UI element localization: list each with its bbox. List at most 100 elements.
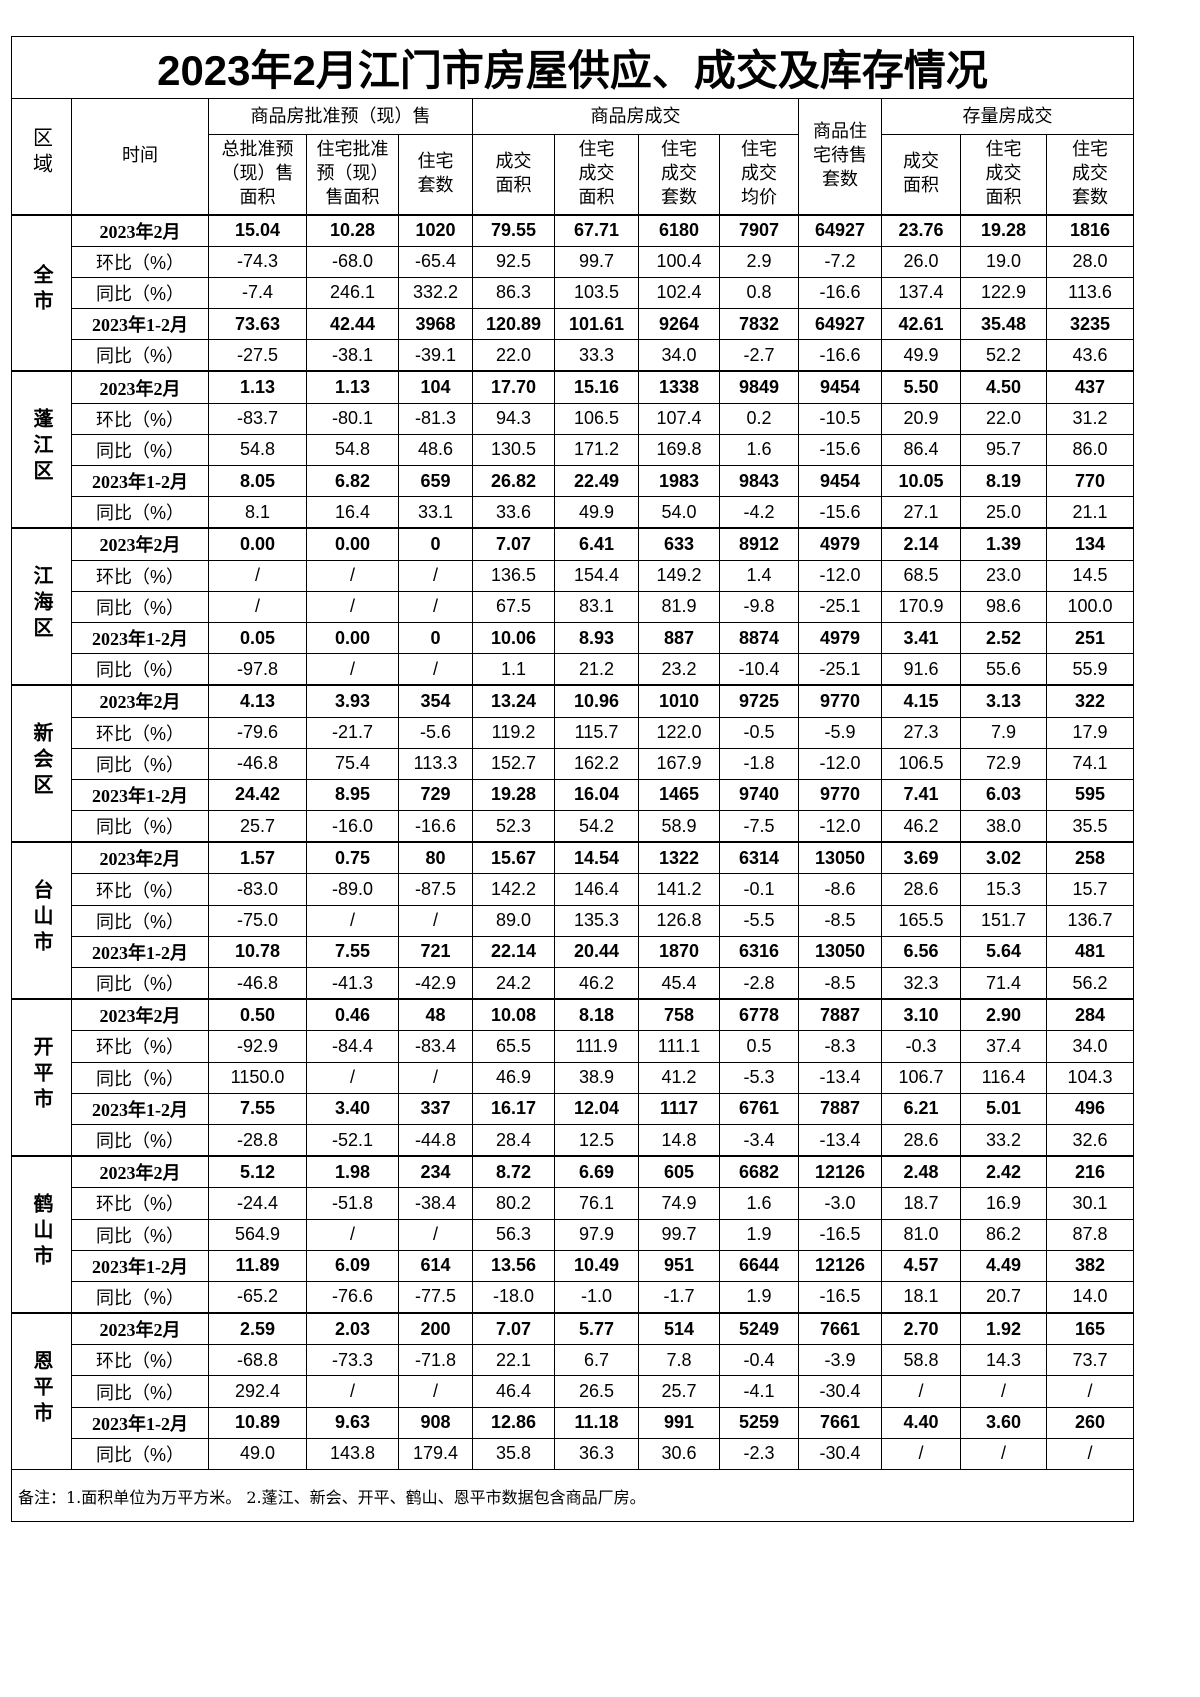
data-cell: 234	[398, 1155, 473, 1189]
data-cell: -12.0	[798, 747, 882, 780]
data-cell: -46.8	[208, 967, 307, 1000]
data-cell: -16.0	[306, 810, 399, 843]
data-cell: 13.56	[472, 1249, 555, 1282]
data-cell: 22.14	[472, 935, 555, 969]
data-cell: 10.28	[306, 213, 399, 247]
data-cell: 104.3	[1046, 1061, 1134, 1094]
region-cell: 江海区	[11, 527, 72, 686]
table-row: 2023年1-2月 10.89 9.63 908 12.86 11.18 991 5259 76…	[12, 1406, 1134, 1439]
data-cell: 9849	[719, 370, 799, 404]
data-cell: 9264	[638, 308, 720, 341]
row-label: 同比（%）	[71, 339, 209, 372]
table-row: 同比（%） -46.8 -41.3 -42.9 24.2 46.2 45.4 -2.8 -8.5…	[12, 967, 1134, 1000]
data-cell: -13.4	[798, 1123, 882, 1157]
data-cell: 3.10	[881, 998, 961, 1032]
data-cell: 322	[1046, 684, 1134, 718]
data-cell: 2.90	[960, 998, 1047, 1032]
data-cell: -41.3	[306, 967, 399, 1000]
data-cell: 111.1	[638, 1030, 720, 1063]
table-row: 同比（%） 54.8 54.8 48.6 130.5 171.2 169.8 1.6 -15.6…	[12, 433, 1134, 467]
data-cell: -9.8	[719, 590, 799, 623]
housing-report-table: 2023年2月江门市房屋供应、成交及库存情况 区域 时间 商品房批准预（现）售 …	[11, 36, 1134, 1522]
data-cell: -83.4	[398, 1030, 473, 1063]
data-cell: -7.4	[208, 276, 307, 310]
data-cell: 7.41	[881, 778, 961, 812]
data-cell: 45.4	[638, 967, 720, 1000]
data-cell: 52.3	[472, 810, 555, 843]
data-cell: 37.4	[960, 1030, 1047, 1063]
data-cell: -12.0	[798, 810, 882, 843]
data-cell: 8.05	[208, 464, 307, 498]
data-cell: 1.6	[719, 1187, 799, 1220]
data-cell: 1983	[638, 464, 720, 498]
data-cell: -2.3	[719, 1437, 799, 1471]
data-cell: 80	[398, 841, 473, 875]
data-cell: 97.9	[554, 1218, 639, 1251]
data-cell: 126.8	[638, 904, 720, 937]
table-row: 新会区 2023年2月 4.13 3.93 354 13.24 10.96 1010 9725 9…	[11, 684, 1134, 843]
data-cell: 7887	[798, 998, 882, 1032]
data-cell: -28.8	[208, 1123, 307, 1157]
data-cell: 0.8	[719, 276, 799, 310]
data-cell: 54.2	[554, 810, 639, 843]
table-row: 2023年1-2月 7.55 3.40 337 16.17 12.04 1117 6761 78…	[12, 1092, 1134, 1125]
data-cell: 1816	[1046, 213, 1134, 247]
data-cell: 28.6	[881, 873, 961, 906]
data-cell: 87.8	[1046, 1218, 1134, 1251]
data-cell: 17.70	[472, 370, 555, 404]
data-cell: 6.41	[554, 527, 639, 561]
data-cell: 0	[398, 621, 473, 655]
data-cell: 27.3	[881, 716, 961, 749]
data-cell: 64927	[798, 308, 882, 341]
row-label: 环比（%）	[71, 402, 209, 435]
data-cell: 16.4	[306, 496, 399, 529]
data-cell: 142.2	[472, 873, 555, 906]
data-cell: -15.6	[798, 496, 882, 529]
header-col: 总批准预（现）售面积	[208, 134, 307, 215]
data-cell: 67.5	[472, 590, 555, 623]
data-cell: -7.2	[798, 245, 882, 278]
data-cell: 887	[638, 621, 720, 655]
data-cell: 19.28	[960, 213, 1047, 247]
table-row: 鹤山市 2023年2月 5.12 1.98 234 8.72 6.69 605 6682 1212…	[11, 1155, 1134, 1314]
data-cell: 1.57	[208, 841, 307, 875]
data-cell: 135.3	[554, 904, 639, 937]
data-cell: 382	[1046, 1249, 1134, 1282]
data-cell: /	[306, 904, 399, 937]
data-cell: 134	[1046, 527, 1134, 561]
data-cell: 0.50	[208, 998, 307, 1032]
data-cell: 22.1	[472, 1344, 555, 1377]
data-cell: 120.89	[472, 308, 555, 341]
data-cell: 99.7	[638, 1218, 720, 1251]
data-cell: 12126	[798, 1249, 882, 1282]
data-cell: 6682	[719, 1155, 799, 1189]
row-label: 环比（%）	[71, 1030, 209, 1063]
data-cell: 86.3	[472, 276, 555, 310]
data-cell: 2.59	[208, 1312, 307, 1346]
data-cell: 0.00	[306, 527, 399, 561]
data-cell: -13.4	[798, 1061, 882, 1094]
data-cell: 1465	[638, 778, 720, 812]
data-cell: -30.4	[798, 1437, 882, 1471]
data-cell: 122.9	[960, 276, 1047, 310]
row-label: 环比（%）	[71, 559, 209, 592]
data-cell: 33.3	[554, 339, 639, 372]
data-cell: 1.6	[719, 433, 799, 467]
data-cell: -4.2	[719, 496, 799, 529]
data-cell: -10.4	[719, 653, 799, 686]
table-row: 同比（%） 8.1 16.4 33.1 33.6 49.9 54.0 -4.2 -15.6 27.…	[12, 496, 1134, 529]
data-cell: 46.2	[554, 967, 639, 1000]
data-cell: 18.1	[881, 1280, 961, 1314]
header-col: 住宅批准预（现）售面积	[306, 134, 399, 215]
data-cell: 95.7	[960, 433, 1047, 467]
data-cell: -89.0	[306, 873, 399, 906]
data-cell: 9.63	[306, 1406, 399, 1439]
data-cell: 74.9	[638, 1187, 720, 1220]
data-cell: -4.1	[719, 1375, 799, 1408]
data-cell: -0.4	[719, 1344, 799, 1377]
data-cell: 23.2	[638, 653, 720, 686]
data-cell: -52.1	[306, 1123, 399, 1157]
data-cell: 26.5	[554, 1375, 639, 1408]
table-row: 环比（%） -92.9 -84.4 -83.4 65.5 111.9 111.1 0.5 -8.…	[12, 1030, 1134, 1063]
row-label: 环比（%）	[71, 1344, 209, 1377]
